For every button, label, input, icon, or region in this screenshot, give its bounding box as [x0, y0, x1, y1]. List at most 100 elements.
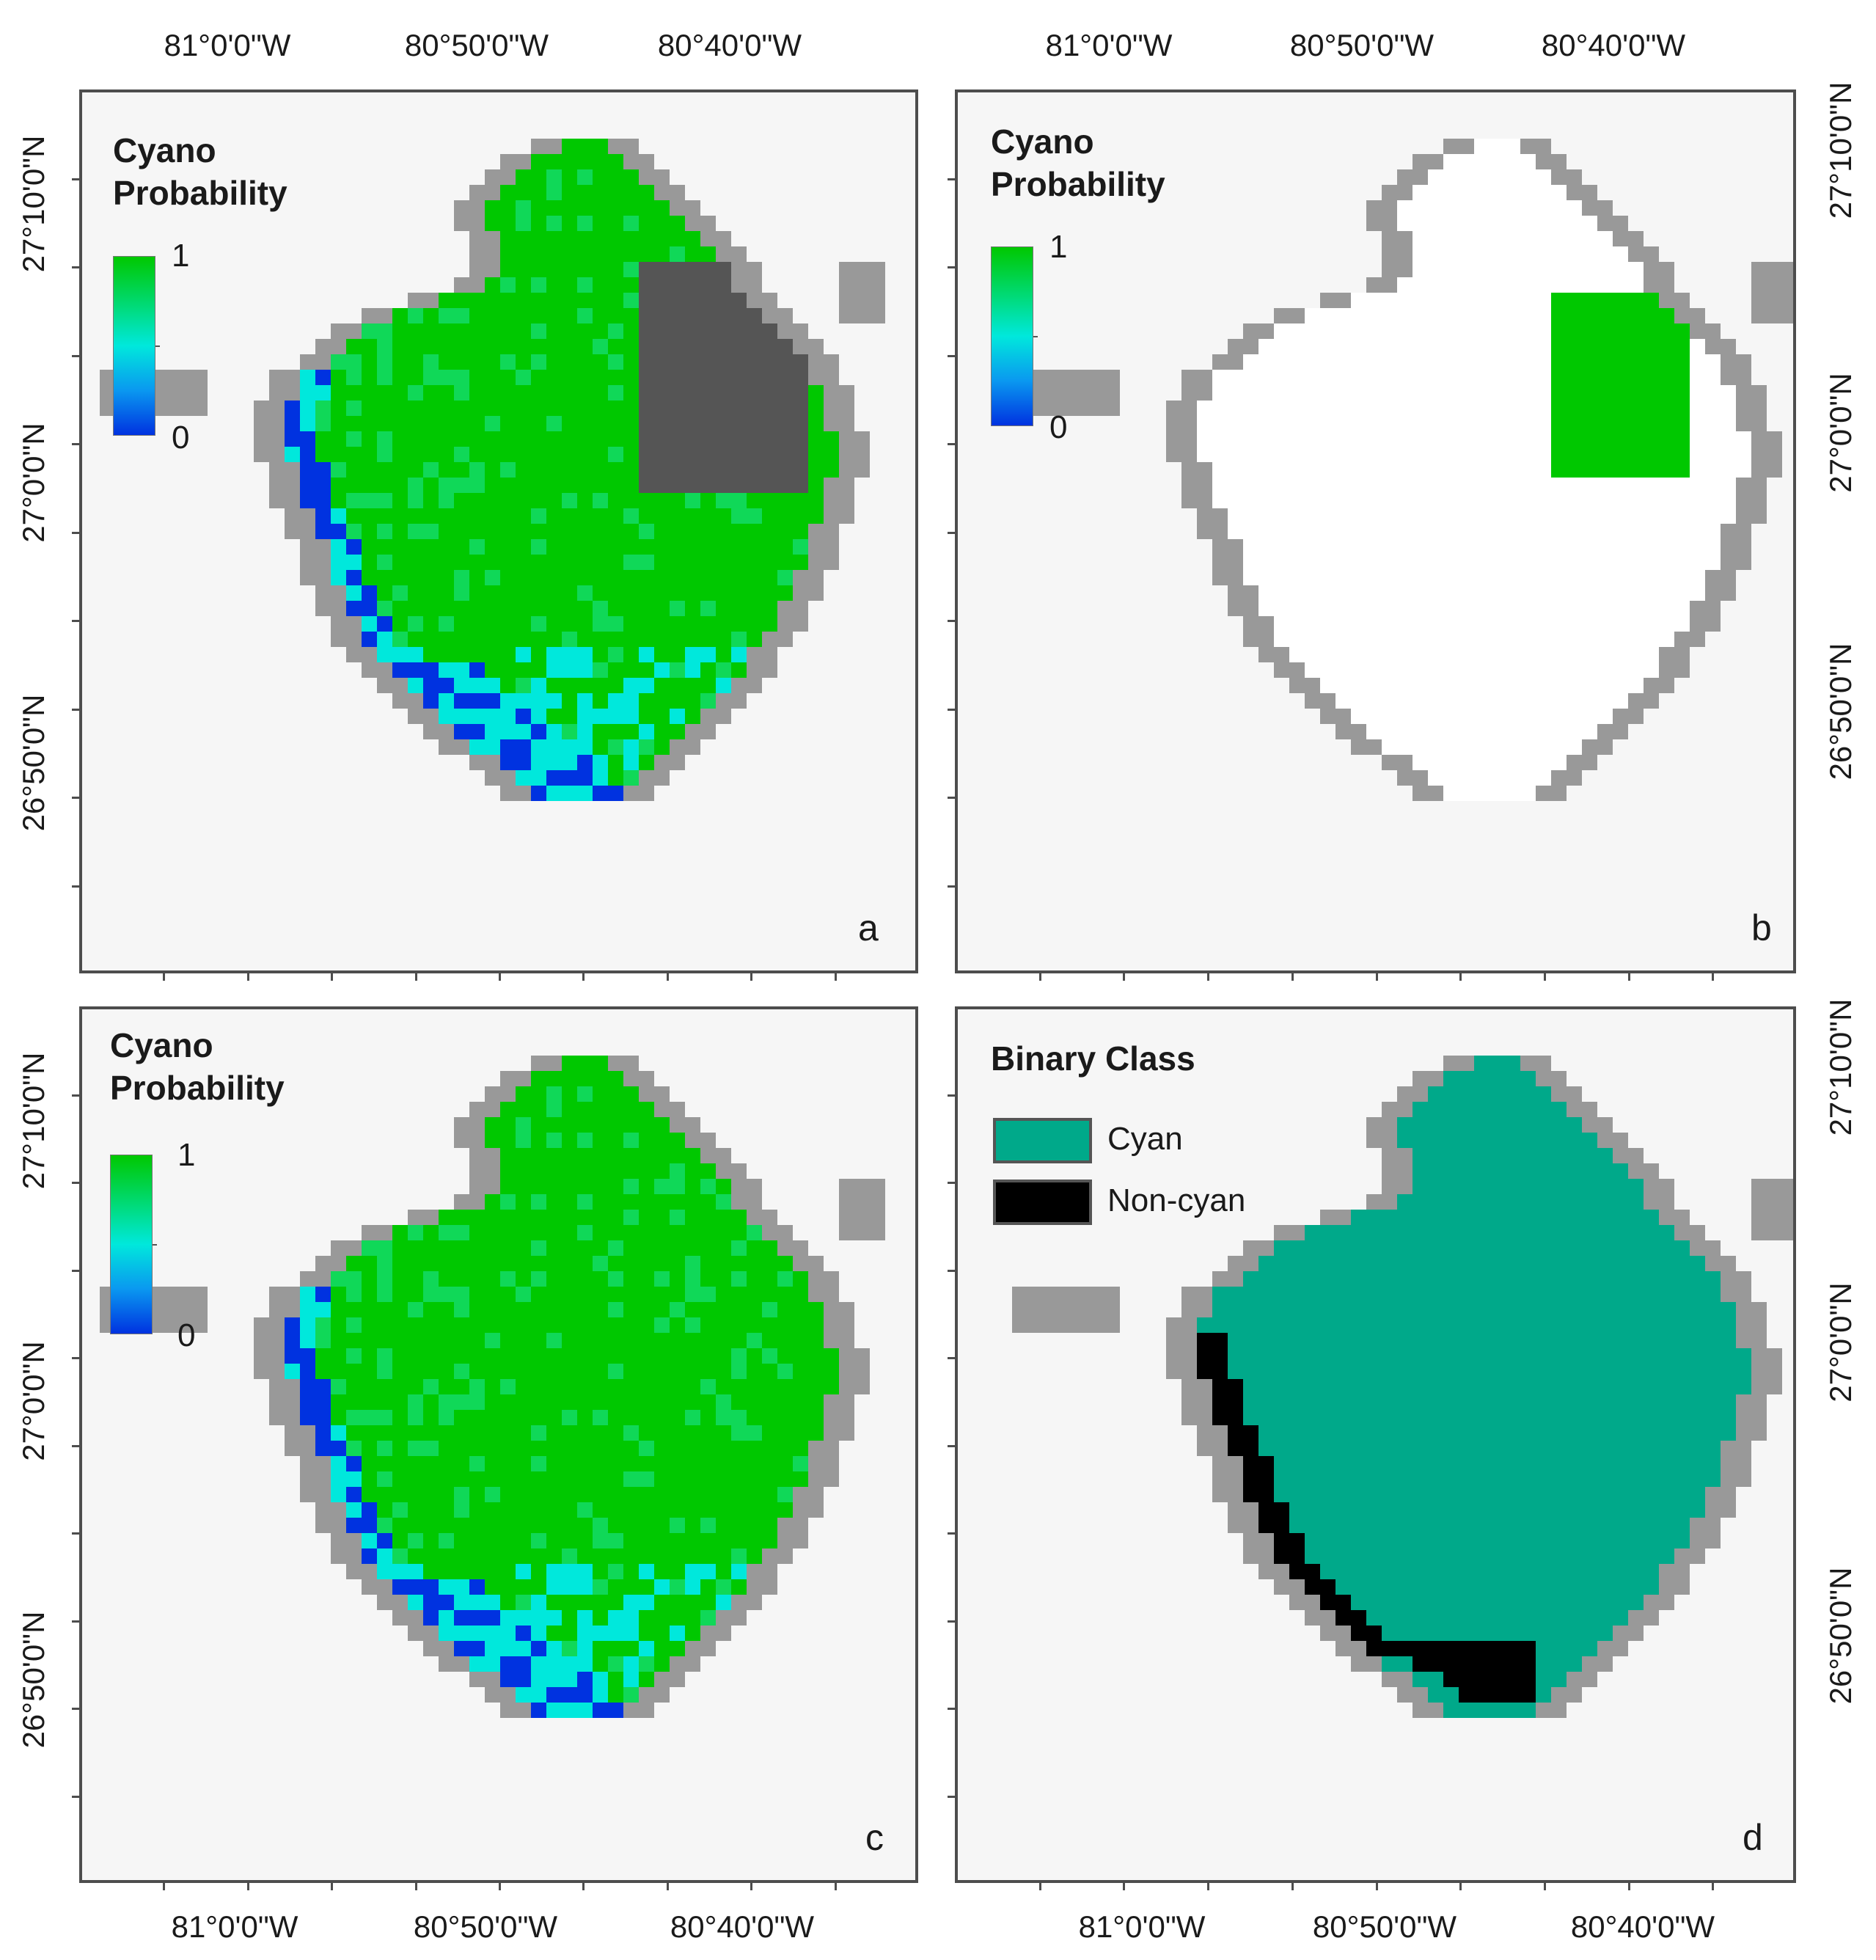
raster-cell	[531, 647, 546, 662]
shore-land	[1736, 1317, 1767, 1333]
raster-cell	[362, 1364, 377, 1379]
raster-cell	[1505, 1364, 1520, 1379]
raster-cell	[500, 401, 516, 416]
raster-cell	[1520, 1533, 1536, 1548]
raster-cell	[562, 539, 577, 555]
raster-cell	[485, 539, 500, 555]
raster-cell	[562, 1502, 577, 1518]
raster-cell	[1536, 1225, 1551, 1240]
raster-cell	[1490, 431, 1505, 447]
shore-land	[654, 1102, 685, 1117]
raster-cell	[808, 447, 824, 462]
raster-cell	[670, 1441, 685, 1456]
raster-cell	[346, 385, 362, 401]
raster-cell	[392, 1379, 408, 1394]
raster-cell	[1382, 555, 1397, 570]
raster-cell	[1613, 1410, 1628, 1425]
raster-cell	[1674, 616, 1690, 632]
raster-cell	[700, 1410, 716, 1425]
raster-cell	[700, 1364, 716, 1379]
raster-cell	[577, 154, 593, 169]
raster-cell	[562, 1225, 577, 1240]
raster-cell	[485, 293, 500, 308]
raster-cell	[546, 786, 562, 801]
raster-cell	[685, 277, 700, 293]
raster-cell	[531, 1687, 546, 1703]
raster-cell	[1582, 493, 1597, 508]
raster-cell	[1289, 1317, 1305, 1333]
raster-cell	[1567, 478, 1582, 493]
raster-cell	[408, 308, 423, 323]
raster-cell	[346, 508, 362, 524]
raster-cell	[716, 1410, 731, 1425]
raster-cell	[577, 555, 593, 570]
raster-cell	[593, 601, 608, 616]
raster-cell	[1320, 1487, 1335, 1502]
raster-cell	[439, 493, 454, 508]
raster-cell	[593, 1210, 608, 1225]
raster-cell	[485, 1533, 500, 1548]
raster-cell	[1474, 385, 1490, 401]
raster-cell	[1582, 693, 1597, 709]
raster-cell	[1459, 1163, 1474, 1179]
raster-cell	[1474, 1364, 1490, 1379]
raster-cell	[1335, 1425, 1351, 1441]
raster-cell	[315, 508, 331, 524]
raster-cell	[562, 385, 577, 401]
raster-cell	[454, 1333, 469, 1348]
raster-cell	[562, 724, 577, 739]
raster-cell	[762, 539, 777, 555]
raster-cell	[469, 662, 485, 678]
raster-cell	[346, 431, 362, 447]
raster-cell	[1428, 1333, 1443, 1348]
raster-cell	[300, 493, 315, 508]
raster-cell	[300, 1379, 315, 1394]
raster-cell	[562, 1133, 577, 1148]
raster-cell	[1644, 323, 1659, 339]
raster-cell	[577, 339, 593, 354]
raster-cell	[1366, 616, 1382, 632]
raster-cell	[454, 385, 469, 401]
tick-mark	[1459, 1883, 1462, 1890]
raster-cell	[670, 1425, 685, 1441]
raster-cell	[516, 1287, 531, 1302]
raster-cell	[300, 1348, 315, 1364]
raster-cell	[1459, 678, 1474, 693]
raster-cell	[531, 493, 546, 508]
raster-cell	[1382, 693, 1397, 709]
shore-land	[1382, 1163, 1413, 1179]
raster-cell	[1505, 570, 1520, 585]
raster-cell	[1428, 1425, 1443, 1441]
raster-cell	[1459, 555, 1474, 570]
raster-cell	[593, 277, 608, 293]
raster-cell	[500, 693, 516, 709]
raster-cell	[670, 1302, 685, 1317]
raster-cell	[362, 447, 377, 462]
raster-cell	[670, 1179, 685, 1194]
shore-land	[1166, 401, 1197, 416]
raster-cell	[1459, 1271, 1474, 1287]
raster-cell	[1705, 1271, 1721, 1287]
raster-cell	[531, 1456, 546, 1471]
raster-cell	[1567, 1240, 1582, 1256]
raster-cell	[500, 1410, 516, 1425]
raster-cell	[1567, 385, 1582, 401]
raster-cell	[623, 493, 639, 508]
raster-cell	[562, 508, 577, 524]
raster-cell	[1459, 786, 1474, 801]
raster-cell	[716, 1425, 731, 1441]
raster-cell	[546, 1595, 562, 1610]
raster-cell	[485, 216, 500, 231]
raster-cell	[1366, 339, 1382, 354]
raster-cell	[1520, 293, 1536, 308]
raster-cell	[531, 1610, 546, 1626]
raster-cell	[346, 1333, 362, 1348]
raster-cell	[1659, 1333, 1674, 1348]
tick-mark	[1712, 1883, 1714, 1890]
raster-cell	[1490, 616, 1505, 632]
raster-cell	[1212, 370, 1228, 385]
raster-cell	[1274, 1441, 1289, 1456]
raster-cell	[1520, 585, 1536, 601]
raster-cell	[1428, 1518, 1443, 1533]
raster-cell	[1597, 647, 1613, 662]
